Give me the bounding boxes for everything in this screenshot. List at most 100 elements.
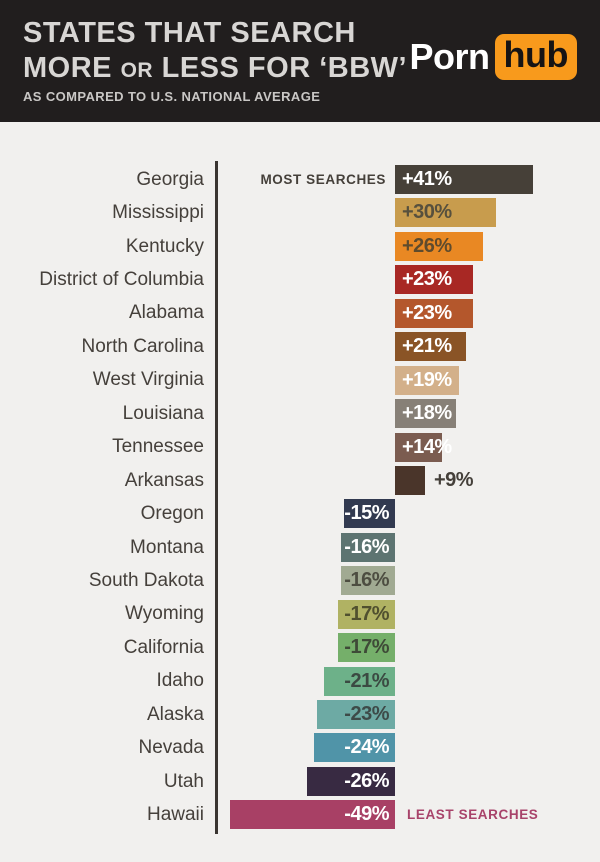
title-line2-or: OR	[120, 59, 154, 82]
bar-plot-area: -26%	[218, 765, 600, 798]
bar-value: -16%	[344, 569, 389, 592]
state-label: Tennessee	[112, 436, 204, 458]
pornhub-logo: Porn hub	[409, 34, 577, 80]
state-label: Alabama	[129, 302, 204, 324]
bar-value: -23%	[344, 703, 389, 725]
bar-value: -24%	[344, 736, 389, 759]
chart-row: California -17%	[0, 631, 600, 664]
bar: +14%	[395, 432, 452, 462]
title-line2-pre: MORE	[23, 52, 112, 84]
state-label: Alaska	[146, 703, 204, 725]
bar: +23%	[395, 298, 473, 328]
bar-plot-area: -23%	[218, 698, 600, 731]
page-title: STATES THAT SEARCH MORE OR LESS FOR ‘BBW…	[23, 16, 407, 88]
bar-plot-area: -15%	[218, 497, 600, 530]
chart-row: Alaska -23%	[0, 698, 600, 731]
state-label: Nevada	[138, 737, 205, 759]
bar-value: +26%	[402, 234, 452, 257]
bar: +21%	[395, 332, 466, 362]
bar-value: +18%	[402, 402, 452, 425]
chart-row: Tennessee +14%	[0, 431, 600, 464]
bar	[395, 465, 425, 495]
state-label: Utah	[163, 770, 204, 792]
state-label: Hawaii	[146, 804, 204, 826]
annotation-least-searches: LEAST SEARCHES	[407, 807, 539, 823]
bar-value: +9%	[434, 468, 474, 491]
state-label: California	[123, 636, 204, 658]
bar-plot-area: +14%	[218, 431, 600, 464]
state-label: Louisiana	[122, 402, 204, 424]
bar: -16%	[341, 532, 395, 562]
bar: -26%	[307, 766, 395, 796]
state-label: South Dakota	[88, 569, 204, 591]
bar: -16%	[341, 566, 395, 596]
title-line1: STATES THAT SEARCH	[23, 17, 356, 49]
bar-plot-area: +30%	[218, 196, 600, 229]
bar-value: -49%	[344, 803, 389, 826]
bar: -17%	[338, 633, 395, 663]
bar: -49%	[230, 800, 395, 830]
bar-plot-area: -17%	[218, 631, 600, 664]
chart-row: Louisiana +18%	[0, 397, 600, 430]
state-label: Wyoming	[124, 603, 204, 625]
bar: -15%	[344, 499, 395, 529]
bar-value: -15%	[344, 502, 389, 525]
logo-text-porn: Porn	[409, 36, 491, 77]
bar-value: +41%	[402, 168, 452, 190]
state-label: North Carolina	[81, 335, 205, 357]
state-label: District of Columbia	[39, 269, 204, 291]
chart-row: Nevada -24%	[0, 731, 600, 764]
state-label: Idaho	[156, 670, 204, 692]
chart-row: Alabama +23%	[0, 297, 600, 330]
chart-row: Arkansas +9%	[0, 464, 600, 497]
bar-value: -17%	[344, 602, 389, 625]
bar-value: +23%	[402, 268, 452, 291]
bar-plot-area: +19%	[218, 364, 600, 397]
chart-row: Kentucky +26%	[0, 230, 600, 263]
chart-row: Mississippi +30%	[0, 196, 600, 229]
state-label: Arkansas	[124, 469, 204, 491]
axis-line	[215, 161, 218, 834]
bar-value: -16%	[344, 535, 389, 558]
bar: -23%	[317, 700, 395, 729]
bar-plot-area: -49% LEAST SEARCHES	[218, 798, 600, 831]
bar-plot-area: -21%	[218, 665, 600, 698]
bar-plot-area: +21%	[218, 330, 600, 363]
logo-text-hub: hub	[494, 34, 577, 80]
bar-plot-area: -16%	[218, 531, 600, 564]
chart-row: District of Columbia +23%	[0, 263, 600, 296]
chart-row: South Dakota -16%	[0, 564, 600, 597]
bar: -17%	[338, 599, 395, 629]
annotation-most-searches: MOST SEARCHES	[260, 172, 386, 187]
bar-value: +30%	[402, 201, 452, 224]
chart-row: West Virginia +19%	[0, 364, 600, 397]
chart-row: Montana -16%	[0, 531, 600, 564]
bar-plot-area: -16%	[218, 564, 600, 597]
header: STATES THAT SEARCH MORE OR LESS FOR ‘BBW…	[0, 0, 600, 122]
bar-value: +23%	[402, 301, 452, 324]
title-line2-post: LESS FOR ‘BBW’	[161, 52, 408, 84]
bar: +19%	[395, 365, 459, 395]
bar-value: -26%	[344, 769, 389, 792]
state-label: Mississippi	[112, 202, 204, 224]
bar-plot-area: +18%	[218, 397, 600, 430]
state-label: West Virginia	[92, 369, 204, 391]
state-label: Kentucky	[125, 235, 204, 257]
chart-row: Utah -26%	[0, 765, 600, 798]
bar-plot-area: +9%	[218, 464, 600, 497]
chart-row: Oregon -15%	[0, 497, 600, 530]
bar-plot-area: +23%	[218, 263, 600, 296]
bar: +26%	[395, 231, 483, 261]
chart-rows: Georgia +41% MOST SEARCHES Mississippi +30% K…	[0, 163, 600, 832]
chart-row: Georgia +41% MOST SEARCHES	[0, 163, 600, 196]
bar: -21%	[324, 666, 395, 696]
bar-plot-area: +23%	[218, 297, 600, 330]
bar-plot-area: +26%	[218, 230, 600, 263]
chart-row: North Carolina +21%	[0, 330, 600, 363]
bar-plot-area: -17%	[218, 598, 600, 631]
bar: -24%	[314, 733, 395, 763]
bar-value: +21%	[402, 335, 452, 358]
bar-value: +14%	[402, 435, 452, 458]
chart-row: Hawaii -49% LEAST SEARCHES	[0, 798, 600, 831]
